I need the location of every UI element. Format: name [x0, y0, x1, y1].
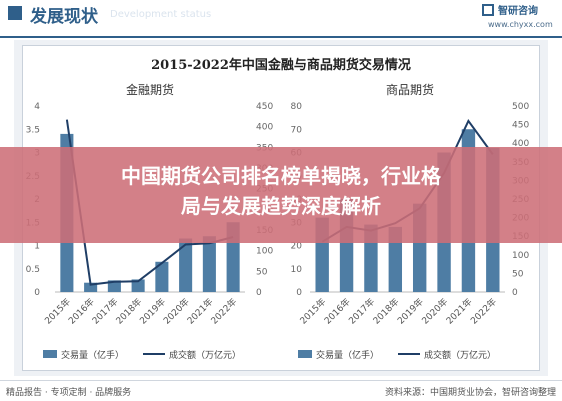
footer-tagline: 精品报告 · 专项定制 · 品牌服务 — [6, 385, 131, 398]
commodity-right-tick-label: 500 — [512, 102, 529, 112]
financial-left-tick-label: 1 — [34, 242, 40, 252]
financial-right-tick-label: 450 — [256, 102, 273, 112]
financial-bar — [203, 236, 216, 292]
commodity-category-label: 2017年 — [346, 296, 377, 327]
financial-right-tick-label: 50 — [256, 267, 268, 277]
footer-source: 资料来源：中国期货业协会，智研咨询整理 — [385, 385, 556, 398]
commodity-category-label: 2018年 — [370, 296, 401, 327]
commodity-legend-bar-label: 交易量（亿手） — [316, 349, 379, 361]
commodity-right-tick-label: 0 — [512, 288, 518, 298]
headline-text: 中国期货公司排名榜单揭晓，行业格 局与发展趋势深度解析 — [20, 161, 542, 221]
commodity-right-tick-label: 50 — [512, 269, 524, 279]
financial-right-tick-label: 100 — [256, 247, 273, 257]
commodity-left-tick-label: 70 — [291, 125, 303, 135]
headline-banner: 中国期货公司排名榜单揭晓，行业格 局与发展趋势深度解析 — [0, 147, 562, 243]
financial-legend-bar-label: 交易量（亿手） — [61, 349, 124, 361]
commodity-left-tick-label: 10 — [291, 265, 303, 275]
commodity-category-label: 2016年 — [322, 296, 353, 327]
commodity-category-label: 2021年 — [444, 296, 475, 327]
financial-left-tick-label: 4 — [34, 102, 40, 112]
financial-bar — [179, 239, 192, 292]
financial-category-label: 2022年 — [208, 296, 239, 327]
commodity-left-tick-label: 20 — [291, 242, 303, 252]
headline-line-2: 局与发展趋势深度解析 — [20, 191, 542, 221]
commodity-category-label: 2022年 — [468, 296, 499, 327]
financial-left-tick-label: 0.5 — [26, 265, 40, 275]
footer: 精品报告 · 专项定制 · 品牌服务 资料来源：中国期货业协会，智研咨询整理 — [0, 380, 562, 401]
commodity-subtitle: 商品期货 — [386, 82, 434, 97]
commodity-left-tick-label: 80 — [291, 102, 303, 112]
financial-left-tick-label: 3.5 — [26, 125, 40, 135]
commodity-right-tick-label: 100 — [512, 251, 529, 261]
commodity-right-tick-label: 450 — [512, 121, 529, 131]
financial-right-tick-label: 400 — [256, 123, 273, 133]
financial-subtitle: 金融期货 — [126, 82, 174, 97]
commodity-category-label: 2020年 — [419, 296, 450, 327]
financial-legend-line-label: 成交额（万亿元） — [169, 349, 241, 361]
headline-line-1: 中国期货公司排名榜单揭晓，行业格 — [20, 161, 542, 191]
commodity-legend-line-label: 成交额（万亿元） — [424, 349, 496, 361]
commodity-category-label: 2019年 — [395, 296, 426, 327]
financial-right-tick-label: 0 — [256, 288, 262, 298]
commodity-category-label: 2015年 — [297, 296, 328, 327]
financial-legend-bar-swatch — [43, 350, 57, 358]
financial-left-tick-label: 0 — [34, 288, 40, 298]
commodity-left-tick-label: 0 — [296, 288, 302, 298]
commodity-legend-bar-swatch — [298, 350, 312, 358]
